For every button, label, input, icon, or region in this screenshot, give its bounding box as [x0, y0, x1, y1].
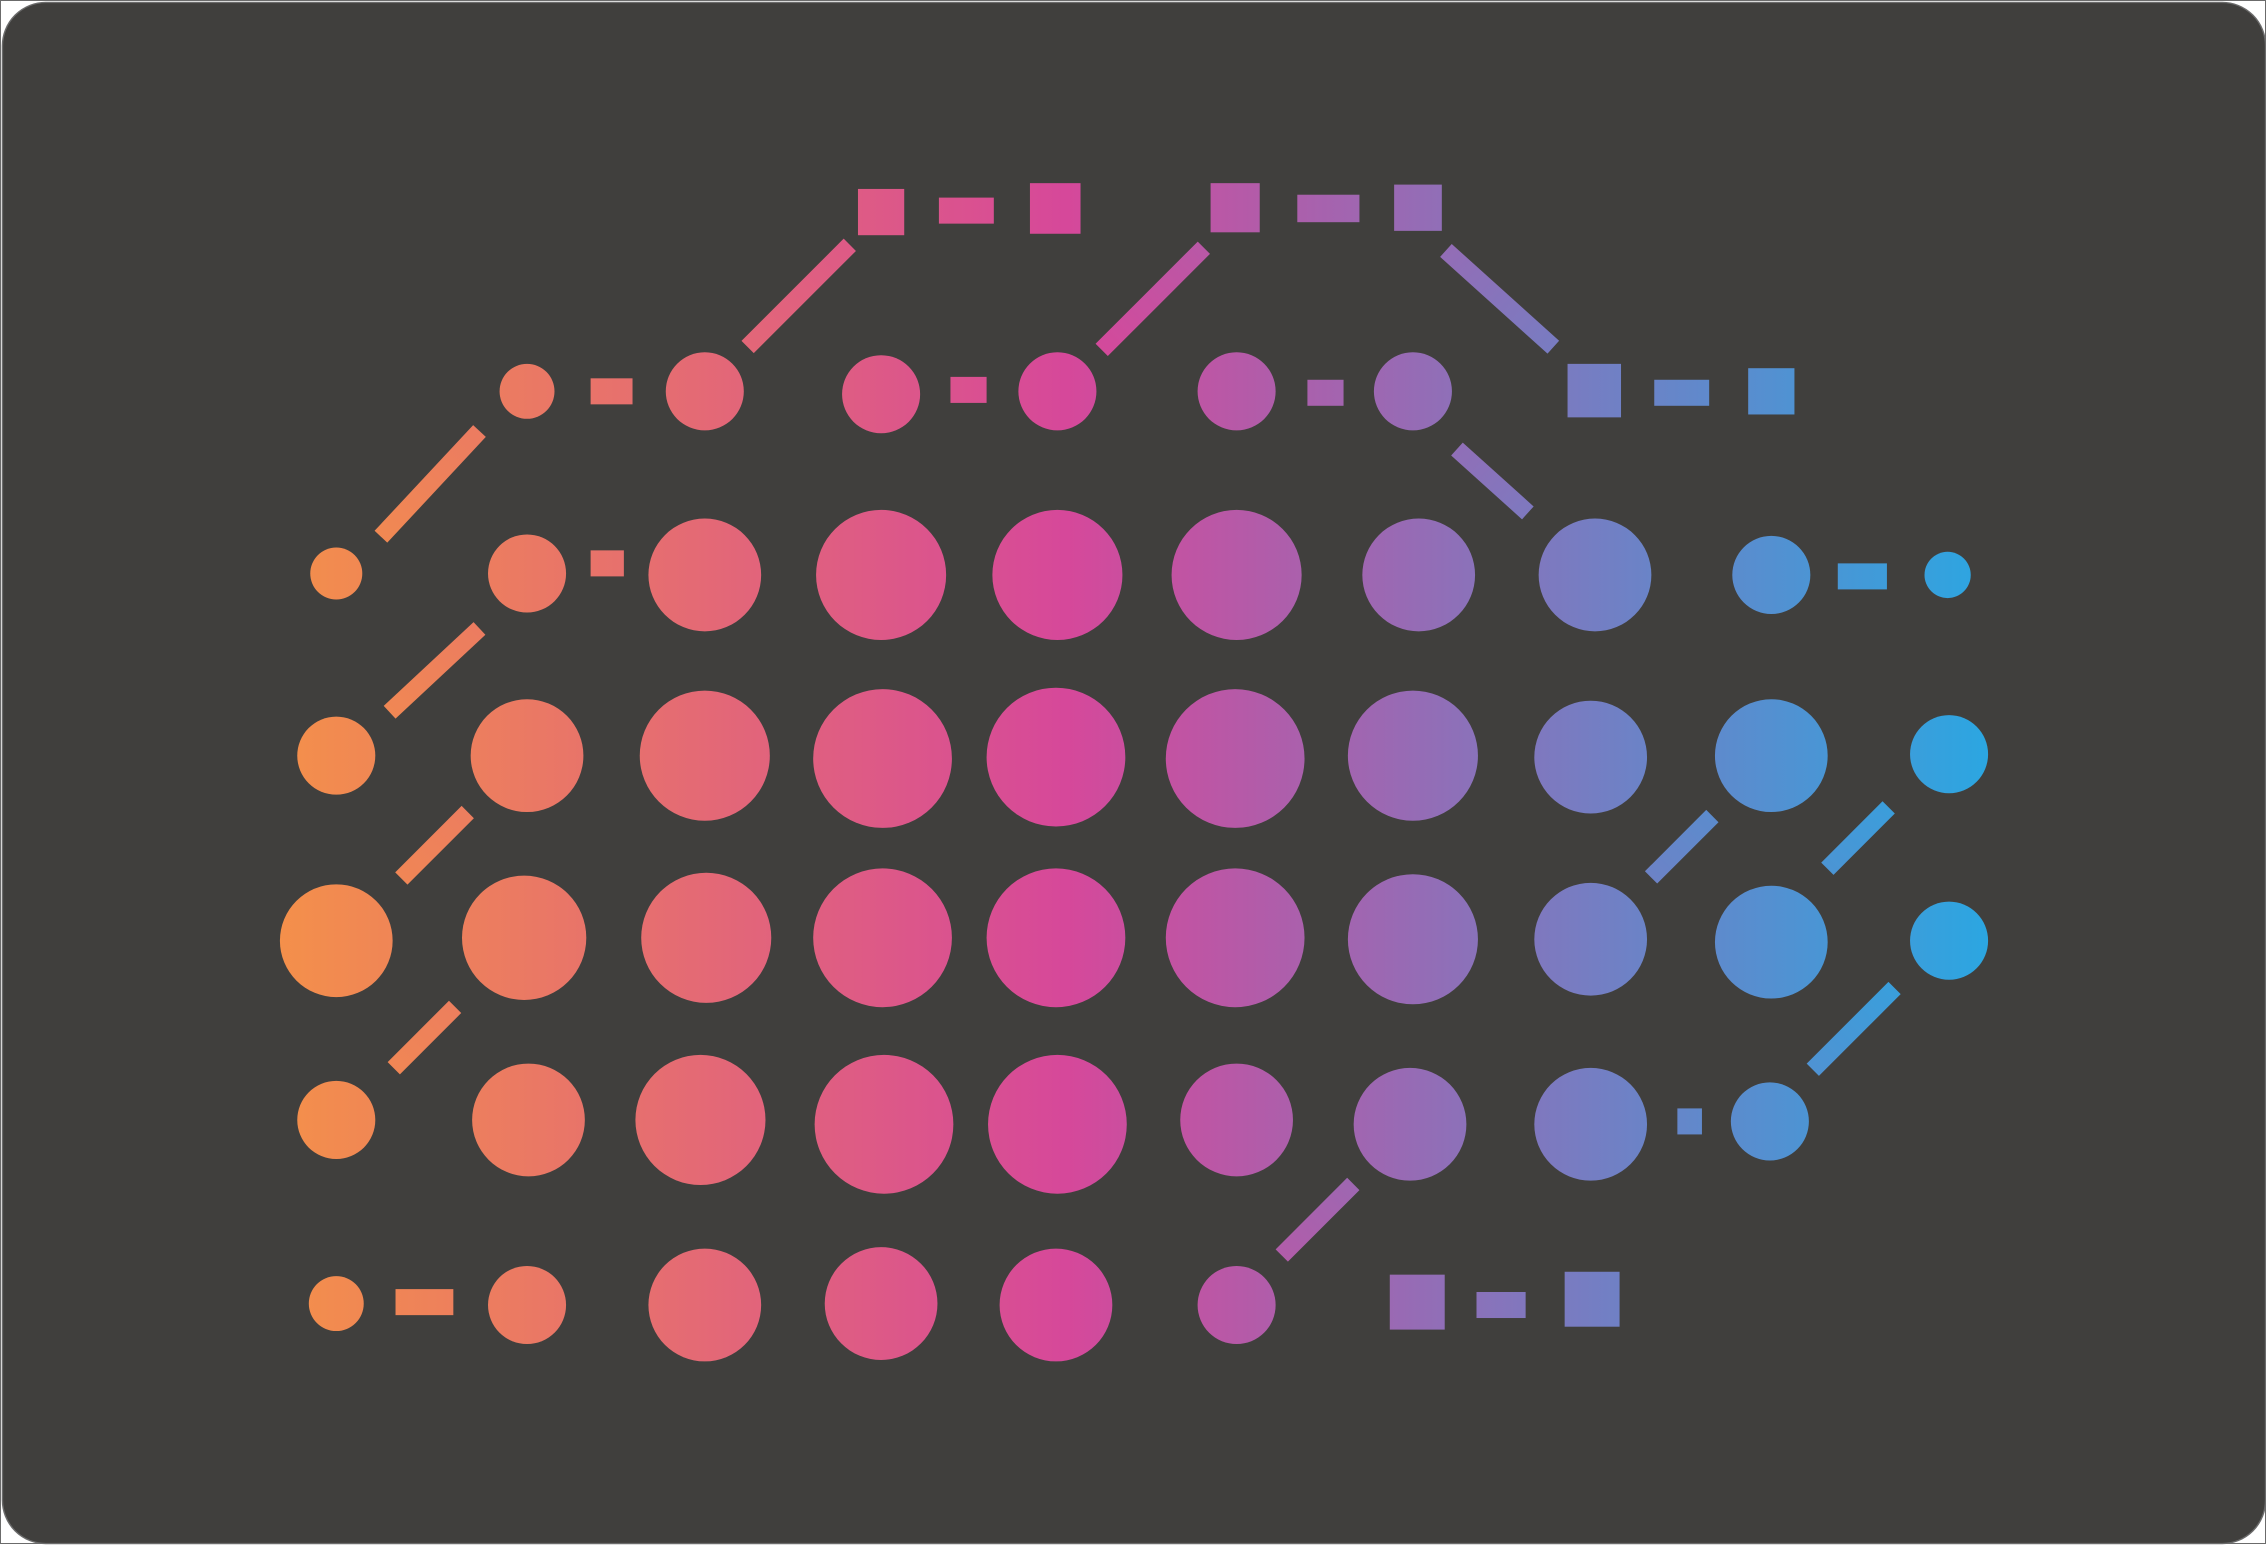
pattern-dash — [387, 1000, 462, 1075]
pattern-dot — [665, 352, 744, 431]
pattern-dash — [383, 622, 486, 719]
pattern-square — [590, 378, 633, 405]
pattern-square — [1307, 379, 1344, 406]
pattern-square — [1748, 368, 1795, 415]
pattern-dot — [1373, 352, 1452, 431]
pattern-square — [1654, 379, 1710, 406]
pattern-dot — [1714, 699, 1828, 813]
pattern-dot — [1165, 689, 1305, 828]
pattern-dot — [641, 872, 772, 1003]
pattern-dash — [374, 425, 486, 543]
pattern-dot — [1732, 535, 1811, 614]
pattern-dash — [1440, 243, 1560, 354]
pattern-dot — [297, 716, 376, 795]
pattern-square — [950, 376, 987, 403]
pattern-dot — [1171, 509, 1302, 640]
pattern-square — [857, 188, 905, 236]
pattern-dot — [1347, 874, 1478, 1005]
pattern-square — [1564, 1271, 1620, 1327]
pattern-dot — [842, 355, 921, 434]
pattern-dot — [648, 518, 762, 632]
pattern-dot — [1924, 551, 1971, 599]
pattern-dot — [1180, 1063, 1293, 1177]
pattern-dot — [1910, 715, 1989, 794]
pattern-dot — [1347, 690, 1478, 821]
pattern-square — [1297, 194, 1360, 223]
pattern-dot — [310, 547, 363, 600]
pattern-dash — [1806, 981, 1901, 1076]
pattern-square — [938, 197, 994, 224]
pattern-square — [1837, 563, 1887, 590]
pattern-dot — [1730, 1082, 1809, 1161]
pattern-dash — [741, 238, 856, 354]
pattern-dot — [308, 1276, 364, 1332]
pattern-dot — [1165, 868, 1305, 1008]
pattern-dot — [648, 1248, 762, 1362]
pattern-dot — [297, 1080, 376, 1159]
pattern-dash — [1821, 801, 1895, 875]
pattern-dot — [988, 1054, 1127, 1194]
pattern-dot — [1538, 518, 1652, 632]
pattern-dash — [1644, 809, 1719, 884]
pattern-square — [1210, 183, 1260, 233]
pattern-dot — [635, 1054, 766, 1186]
pattern-dot — [816, 509, 947, 640]
pattern-dot — [986, 687, 1126, 827]
pattern-dot — [470, 699, 584, 813]
pattern-dot — [1534, 1067, 1648, 1181]
pattern-square — [1029, 183, 1081, 234]
pattern-dash — [1095, 241, 1211, 357]
pattern-dot — [499, 363, 555, 419]
pattern-square — [590, 550, 624, 577]
pattern-dot — [1362, 518, 1476, 632]
pattern-dot — [1714, 885, 1828, 999]
pattern-dot — [472, 1063, 585, 1177]
pattern-dot — [813, 689, 952, 828]
pattern-dot — [1534, 882, 1648, 996]
pattern-square — [395, 1289, 454, 1316]
pattern-dot — [1534, 700, 1648, 814]
pattern-dot — [1353, 1067, 1467, 1181]
pattern-dot — [992, 509, 1123, 640]
pattern-dot — [279, 884, 393, 998]
pattern-dot — [999, 1248, 1113, 1362]
pattern-dot — [1197, 352, 1276, 431]
pattern-dot — [813, 868, 952, 1008]
pattern-square — [1567, 363, 1622, 418]
pattern-dot — [1197, 1265, 1276, 1345]
pattern-dash — [1275, 1177, 1360, 1262]
pattern-dot — [1910, 901, 1989, 980]
pattern-square — [1677, 1108, 1702, 1135]
pattern-dot — [824, 1247, 938, 1360]
pattern-square — [1476, 1292, 1526, 1319]
pattern-square — [1389, 1274, 1445, 1330]
pattern-dot — [986, 868, 1126, 1008]
pattern-dot — [462, 875, 587, 1000]
pattern-dot — [488, 534, 567, 613]
pattern-square — [1394, 184, 1442, 231]
pattern-dash — [395, 805, 474, 885]
pattern-dash — [1451, 442, 1534, 520]
pattern-dot — [639, 690, 770, 821]
pattern-dot — [488, 1265, 567, 1345]
pattern-dot — [814, 1054, 954, 1194]
pattern-dot — [1018, 352, 1097, 431]
